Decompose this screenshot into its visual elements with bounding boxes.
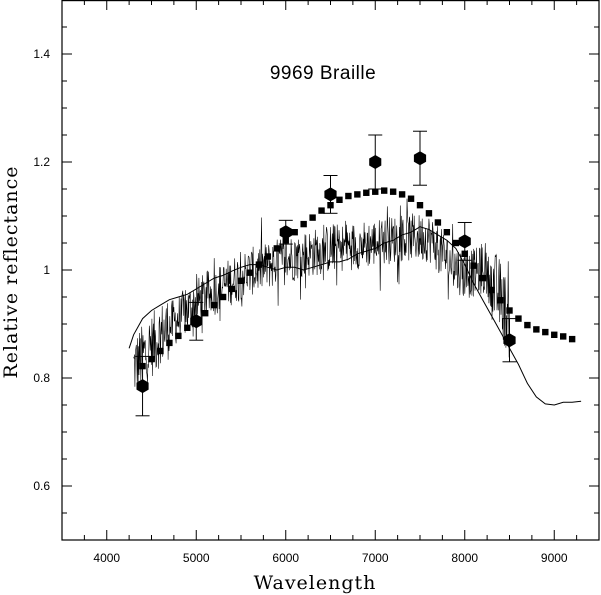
hexagon-marker-series bbox=[135, 130, 517, 417]
spectrum-line bbox=[133, 198, 510, 388]
square-marker bbox=[219, 293, 227, 301]
square-marker bbox=[237, 277, 245, 284]
x-tick-label: 6000 bbox=[272, 551, 299, 565]
square-marker bbox=[425, 210, 433, 217]
y-tick-label: 1.4 bbox=[33, 47, 50, 61]
square-marker bbox=[434, 219, 442, 226]
y-axis-title: Relative reflectance bbox=[0, 165, 22, 378]
y-tick-labels: 0.6 0.8 1 1.2 1.4 bbox=[33, 47, 50, 493]
x-tick-label: 9000 bbox=[541, 551, 568, 565]
axis-ticks bbox=[61, 0, 600, 541]
plot-frame bbox=[61, 0, 600, 541]
square-marker bbox=[381, 187, 388, 194]
square-marker bbox=[273, 245, 280, 252]
y-tick-label: 0.6 bbox=[33, 479, 50, 493]
square-marker bbox=[398, 191, 406, 198]
hexagon-marker bbox=[324, 187, 337, 202]
square-marker bbox=[264, 253, 272, 260]
square-marker bbox=[560, 333, 567, 340]
square-marker bbox=[318, 207, 325, 214]
square-marker bbox=[389, 188, 397, 195]
square-marker bbox=[407, 195, 415, 202]
x-axis-title: Wavelength bbox=[254, 572, 377, 594]
square-marker bbox=[515, 315, 522, 322]
square-marker bbox=[255, 261, 263, 268]
chart-title: 9969 Braille bbox=[270, 63, 376, 84]
square-marker bbox=[148, 355, 155, 363]
hexagon-marker bbox=[503, 333, 516, 348]
hexagon-marker bbox=[136, 379, 149, 394]
x-tick-label: 8000 bbox=[451, 551, 478, 565]
x-tick-labels: 4000 5000 6000 7000 8000 9000 bbox=[93, 551, 568, 565]
y-tick-label: 1 bbox=[43, 263, 50, 277]
square-marker bbox=[157, 347, 164, 355]
x-tick-label: 5000 bbox=[183, 551, 210, 565]
hexagon-marker bbox=[413, 151, 427, 166]
hexagon-marker bbox=[279, 225, 292, 240]
square-marker bbox=[542, 328, 549, 336]
spectrum-series bbox=[133, 198, 510, 388]
square-marker bbox=[345, 192, 352, 200]
y-tick-label: 0.8 bbox=[33, 371, 50, 385]
square-marker bbox=[202, 310, 209, 317]
square-marker bbox=[166, 339, 173, 347]
square-marker bbox=[372, 188, 379, 195]
square-marker bbox=[452, 239, 459, 247]
square-marker bbox=[228, 285, 236, 293]
square-marker bbox=[309, 214, 316, 221]
square-marker bbox=[551, 331, 558, 338]
square-marker bbox=[506, 307, 513, 314]
square-marker bbox=[568, 335, 576, 343]
square-marker bbox=[246, 269, 254, 276]
square-marker bbox=[363, 189, 370, 196]
square-marker bbox=[443, 229, 451, 236]
y-tick-label: 1.2 bbox=[33, 155, 50, 169]
x-tick-label: 7000 bbox=[362, 551, 389, 565]
hexagon-marker bbox=[190, 314, 203, 329]
x-tick-label: 4000 bbox=[93, 551, 120, 565]
square-marker bbox=[416, 202, 424, 209]
square-marker bbox=[336, 196, 343, 203]
square-marker bbox=[184, 324, 191, 331]
hexagon-marker bbox=[458, 234, 471, 249]
square-marker bbox=[291, 229, 298, 236]
square-marker bbox=[175, 332, 182, 340]
square-marker bbox=[488, 286, 495, 294]
square-marker bbox=[354, 191, 361, 198]
square-marker bbox=[470, 262, 477, 269]
square-marker bbox=[524, 321, 531, 329]
hexagon-marker bbox=[369, 155, 382, 169]
square-marker bbox=[210, 301, 218, 309]
square-marker bbox=[497, 297, 504, 304]
square-marker bbox=[479, 274, 486, 282]
square-marker bbox=[533, 326, 540, 333]
square-marker bbox=[300, 220, 307, 228]
